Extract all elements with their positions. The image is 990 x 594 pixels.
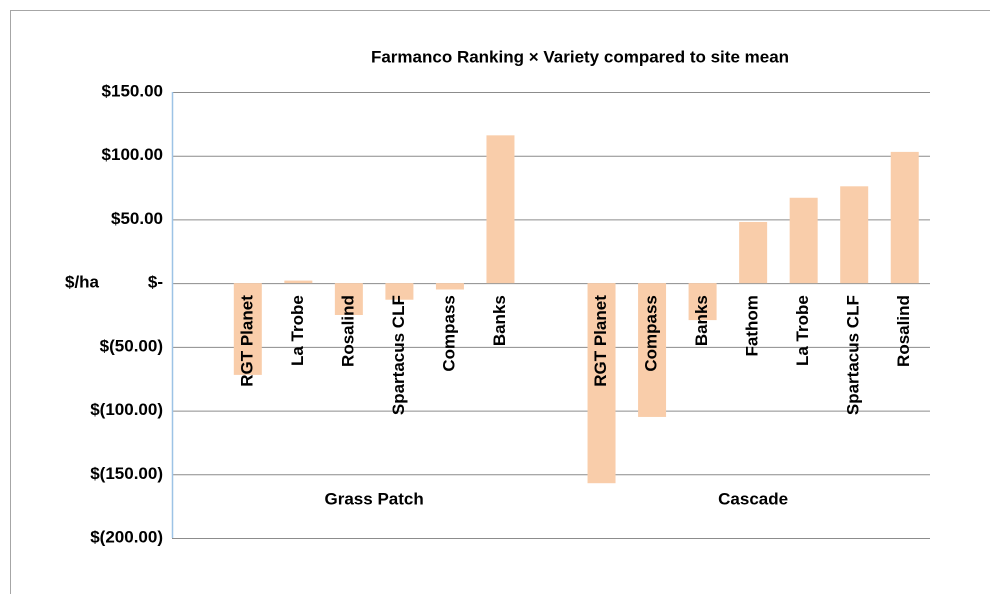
bar — [890, 151, 919, 284]
y-tick-label: $- — [148, 273, 163, 292]
y-tick-label: $150.00 — [102, 81, 163, 100]
bar — [638, 283, 667, 417]
bar — [587, 283, 616, 484]
x-tick-label: RGT Planet — [237, 295, 256, 387]
bar — [233, 283, 262, 375]
bar — [789, 197, 818, 284]
bar — [334, 283, 363, 315]
x-tick-label: Banks — [692, 295, 711, 346]
y-tick-label: $100.00 — [102, 145, 163, 164]
x-tick-label: Rosalind — [894, 295, 913, 367]
x-tick-label: Spartacus CLF — [389, 295, 408, 415]
group-label: Grass Patch — [325, 489, 424, 508]
chart-frame — [10, 10, 990, 594]
y-tick-label: $50.00 — [111, 209, 163, 228]
y-axis-label: $/ha — [65, 272, 100, 291]
x-tick-label: Compass — [439, 295, 458, 372]
bar — [385, 283, 414, 300]
x-tick-label: Rosalind — [338, 295, 357, 367]
bar — [739, 221, 768, 284]
y-tick-label: $(100.00) — [90, 400, 163, 419]
y-tick-label: $(200.00) — [90, 527, 163, 546]
group-label: Cascade — [718, 489, 788, 508]
bar — [435, 283, 464, 290]
x-tick-label: Banks — [490, 295, 509, 346]
x-tick-label: Compass — [642, 295, 661, 372]
bar — [840, 186, 869, 284]
bar — [486, 135, 515, 284]
y-tick-label: $(150.00) — [90, 464, 163, 483]
x-tick-label: La Trobe — [288, 295, 307, 366]
bar — [284, 280, 313, 284]
x-tick-label: La Trobe — [793, 295, 812, 366]
x-tick-label: RGT Planet — [591, 295, 610, 387]
chart-title: Farmanco Ranking × Variety compared to s… — [371, 47, 789, 66]
x-tick-label: Fathom — [743, 295, 762, 356]
x-tick-label: Spartacus CLF — [844, 295, 863, 415]
y-tick-label: $(50.00) — [100, 336, 163, 355]
bar — [688, 283, 717, 321]
